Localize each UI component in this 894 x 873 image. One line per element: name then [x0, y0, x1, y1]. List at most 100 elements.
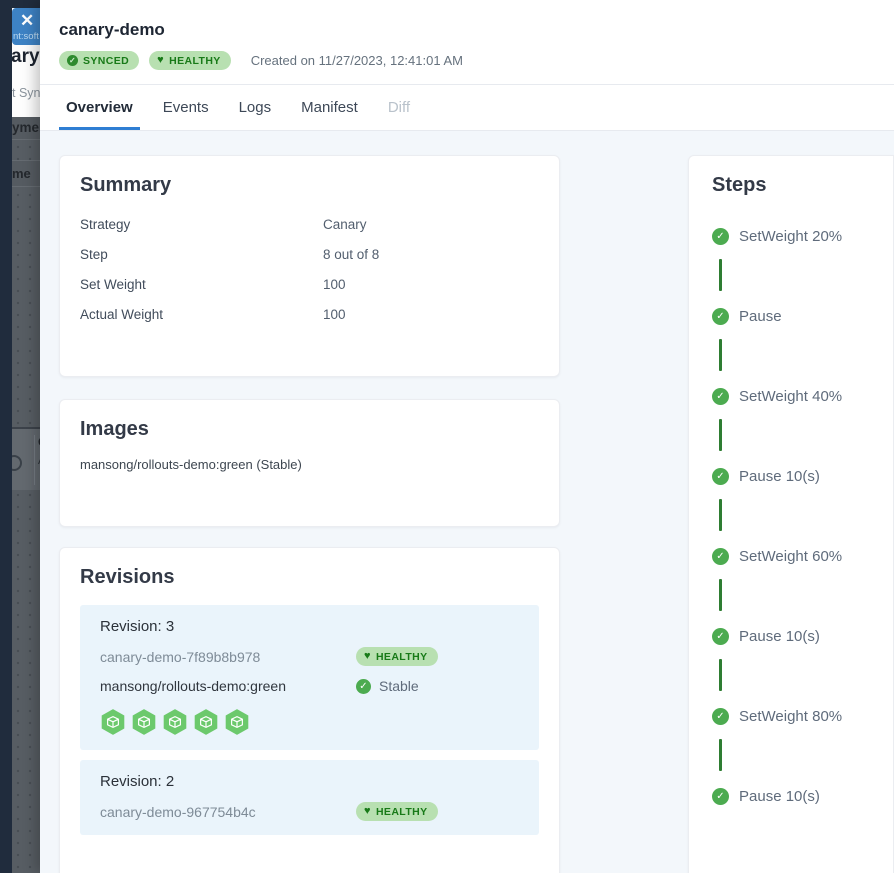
pod-icon[interactable]: [131, 708, 157, 736]
tab-diff: Diff: [387, 99, 411, 116]
tab-events[interactable]: Events: [162, 99, 209, 116]
revision-healthy-badge-label: HEALTHY: [375, 650, 428, 663]
divider: [34, 435, 35, 485]
step-connector: [719, 659, 722, 691]
healthy-badge: ♥ HEALTHY: [149, 51, 231, 70]
healthy-badge-label: HEALTHY: [169, 54, 221, 67]
summary-row-label: Strategy: [80, 216, 131, 232]
summary-row: Strategy Canary: [80, 209, 539, 239]
summary-card-title: Summary: [80, 174, 172, 196]
check-circle-icon: ✓: [712, 307, 729, 325]
summary-rows: Strategy Canary Step 8 out of 8 Set Weig…: [80, 209, 539, 329]
stable-status: ✓ Stable: [356, 678, 419, 694]
left-column: Summary Strategy Canary Step 8 out of 8 …: [59, 155, 560, 873]
step-connector: [719, 739, 722, 771]
pod-icon[interactable]: [162, 708, 188, 736]
background-topbar: [0, 0, 40, 8]
pod-icons: [100, 708, 519, 736]
background-node-icon: [12, 455, 22, 471]
step-item: ✓ Pause 10(s): [712, 627, 870, 645]
background-header-fragment: ary- t Sync: [12, 44, 40, 117]
check-circle-icon: ✓: [712, 467, 729, 485]
step-label: SetWeight 40%: [739, 387, 843, 405]
summary-row-label: Actual Weight: [80, 306, 164, 322]
created-timestamp: Created on 11/27/2023, 12:41:01 AM: [250, 53, 463, 68]
summary-row-value: 8 out of 8: [323, 246, 380, 262]
step-item: ✓ SetWeight 20%: [712, 227, 870, 245]
step-item: ✓ Pause 10(s): [712, 787, 870, 805]
revision-healthy-badge-label: HEALTHY: [375, 805, 428, 818]
pod-icon[interactable]: [193, 708, 219, 736]
step-item: ✓ Pause 10(s): [712, 467, 870, 485]
images-card-title: Images: [80, 418, 149, 440]
stable-status-label: Stable: [379, 678, 419, 694]
background-section-bar: ymen: [12, 117, 40, 140]
step-item: ✓ SetWeight 40%: [712, 387, 870, 405]
summary-card: Summary Strategy Canary Step 8 out of 8 …: [59, 155, 560, 377]
tab-manifest[interactable]: Manifest: [301, 99, 358, 116]
step-item: ✓ SetWeight 80%: [712, 707, 870, 725]
background-column-bar: me: [12, 160, 40, 187]
background-section-fragment: ymen: [12, 120, 40, 135]
rollout-title: canary-demo: [59, 20, 165, 39]
rollout-detail-panel: canary-demo ✓ SYNCED ♥ HEALTHY Created o…: [40, 0, 894, 873]
revision-replicaset-row: canary-demo-7f89b8b978 ♥ HEALTHY: [100, 647, 519, 666]
images-card: Images mansong/rollouts-demo:green (Stab…: [59, 399, 560, 527]
image-item: mansong/rollouts-demo:green (Stable): [80, 457, 302, 472]
steps-card: Steps ✓ SetWeight 20% ✓ Pause ✓ SetWeight 40%…: [688, 155, 894, 873]
step-label: Pause 10(s): [739, 467, 820, 485]
revision-healthy-badge: ♥ HEALTHY: [356, 802, 438, 821]
overview-content: Summary Strategy Canary Step 8 out of 8 …: [40, 131, 894, 873]
revision-image-row: mansong/rollouts-demo:green ✓ Stable: [100, 678, 519, 694]
status-badge-row: ✓ SYNCED ♥ HEALTHY Created on 11/27/2023…: [59, 51, 875, 70]
revision-replicaset-row: canary-demo-967754b4c ♥ HEALTHY: [100, 802, 519, 821]
background-graph-area: ymen me Ca Ap: [12, 117, 40, 873]
background-sidebar: [0, 0, 12, 873]
synced-badge: ✓ SYNCED: [59, 51, 140, 70]
panel-header: canary-demo ✓ SYNCED ♥ HEALTHY Created o…: [40, 0, 894, 85]
step-item: ✓ SetWeight 60%: [712, 547, 870, 565]
heart-icon: ♥: [364, 805, 371, 817]
background-column-fragment: me: [12, 166, 31, 181]
background-node-text-2: Ap: [38, 455, 40, 467]
right-column: Steps ✓ SetWeight 20% ✓ Pause ✓ SetWeight 40%…: [688, 155, 894, 873]
background-button-text-fragment: nt:soft: [13, 31, 39, 42]
check-circle-icon: ✓: [356, 678, 371, 694]
step-label: Pause 10(s): [739, 787, 820, 805]
summary-row: Set Weight 100: [80, 269, 539, 299]
step-item: ✓ Pause: [712, 307, 870, 325]
tab-overview[interactable]: Overview: [59, 85, 140, 130]
check-circle-icon: ✓: [712, 547, 729, 565]
step-connector: [719, 259, 722, 291]
revision-item: Revision: 2 canary-demo-967754b4c ♥ HEAL…: [80, 760, 539, 835]
pod-icon[interactable]: [100, 708, 126, 736]
background-page: ary- t Sync ymen me Ca Ap ✕ nt:soft: [0, 0, 40, 873]
synced-badge-label: SYNCED: [83, 54, 130, 67]
revisions-card: Revisions Revision: 3 canary-demo-7f89b8…: [59, 547, 560, 873]
heart-icon: ♥: [157, 54, 165, 66]
background-node-card-fragment: Ca Ap: [12, 427, 40, 490]
step-label: SetWeight 20%: [739, 227, 843, 245]
revision-number: Revision: 2: [100, 773, 175, 790]
summary-row-value: 100: [323, 306, 346, 322]
close-panel-button[interactable]: ✕ nt:soft: [12, 8, 40, 45]
check-circle-icon: ✓: [712, 227, 729, 245]
step-label: Pause: [739, 307, 782, 325]
summary-row: Step 8 out of 8: [80, 239, 539, 269]
revision-healthy-badge: ♥ HEALTHY: [356, 647, 438, 666]
tab-bar: Overview Events Logs Manifest Diff: [40, 85, 894, 131]
step-label: SetWeight 80%: [739, 707, 843, 725]
step-label: Pause 10(s): [739, 627, 820, 645]
steps-card-title: Steps: [712, 174, 767, 196]
tab-logs[interactable]: Logs: [238, 99, 272, 116]
step-label: SetWeight 60%: [739, 547, 843, 565]
pod-icon[interactable]: [224, 708, 250, 736]
close-icon[interactable]: ✕: [20, 11, 35, 30]
replicaset-name: canary-demo-967754b4c: [100, 803, 256, 820]
check-circle-icon: ✓: [712, 707, 729, 725]
summary-row-label: Set Weight: [80, 276, 146, 292]
step-connector: [719, 339, 722, 371]
check-circle-icon: ✓: [712, 627, 729, 645]
revisions-card-title: Revisions: [80, 566, 175, 588]
revision-image-name: mansong/rollouts-demo:green: [100, 678, 286, 694]
